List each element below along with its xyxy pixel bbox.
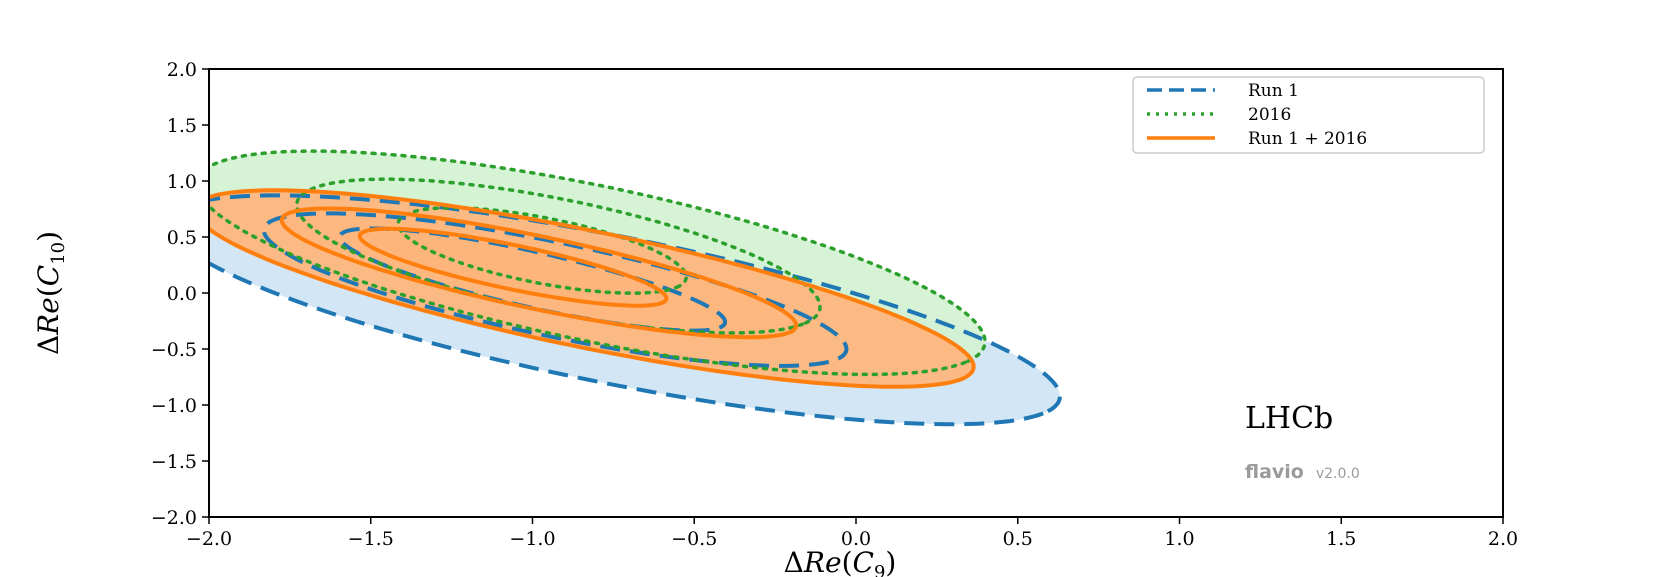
x-tick-label: −1.0	[509, 528, 555, 550]
x-axis-label-subscript: 9	[874, 562, 885, 577]
contour-line	[337, 226, 728, 333]
y-axis-label-script: Re	[32, 297, 65, 336]
x-axis-ticks: −2.0 −1.5 −1.0 −0.5 0.0 0.5 1.0 1.5 2.0	[186, 517, 1518, 550]
contour-line	[209, 193, 1062, 427]
x-tick-label: 0.0	[841, 528, 871, 550]
x-tick-label: −0.5	[671, 528, 717, 550]
x-axis-label-script: Re	[803, 546, 842, 577]
x-tick-label: 1.0	[1164, 528, 1194, 550]
y-axis-label-symbol: C	[32, 265, 65, 286]
y-axis-label-close: )	[32, 231, 65, 242]
brand-label: flavio v2.0.0	[1245, 461, 1360, 483]
x-tick-label: 0.5	[1003, 528, 1033, 550]
contour-lines	[209, 149, 1062, 427]
contour-line	[279, 206, 799, 340]
y-tick-label: 1.0	[167, 171, 197, 193]
brand-name: flavio	[1245, 461, 1304, 483]
y-tick-label: 1.5	[167, 115, 197, 137]
contour-line	[357, 226, 669, 308]
x-axis-label-close: )	[885, 546, 896, 577]
experiment-label: LHCb	[1245, 401, 1333, 436]
x-axis-label: ΔRe(C9)	[784, 546, 897, 577]
legend-label-run1: Run 1	[1248, 81, 1299, 101]
x-axis-label-open: (	[842, 546, 853, 577]
y-tick-label: 2.0	[167, 59, 197, 81]
y-tick-label: −1.5	[151, 451, 197, 473]
contour-fill	[359, 228, 667, 306]
contour-line	[209, 149, 987, 377]
legend: Run 1 2016 Run 1 + 2016	[1132, 76, 1485, 154]
legend-label-2016: 2016	[1248, 105, 1291, 125]
y-axis-ticks: −2.0 −1.5 −1.0 −0.5 0.0 0.5 1.0 1.5 2.0	[151, 59, 209, 529]
contour-fill	[281, 208, 797, 338]
y-tick-label: −1.0	[151, 395, 197, 417]
x-axis-label-symbol: C	[853, 546, 874, 577]
y-axis-label-prefix: Δ	[32, 335, 65, 355]
contour-fill	[209, 190, 974, 387]
y-axis-label-open: (	[32, 286, 65, 297]
contour-line	[209, 188, 976, 389]
y-tick-label: −0.5	[151, 339, 197, 361]
legend-box	[1132, 76, 1485, 154]
y-axis-label-subscript: 10	[48, 242, 69, 265]
x-tick-label: −2.0	[186, 528, 232, 550]
brand-version: v2.0.0	[1316, 466, 1360, 482]
y-axis-label: ΔRe(C10)	[32, 231, 69, 355]
x-tick-label: 1.5	[1326, 528, 1356, 550]
x-axis-label-prefix: Δ	[784, 546, 804, 577]
x-tick-label: 2.0	[1488, 528, 1518, 550]
y-tick-label: 0.5	[167, 227, 197, 249]
contour-line	[294, 177, 822, 335]
legend-label-combined: Run 1 + 2016	[1248, 129, 1367, 149]
y-tick-label: 0.0	[167, 283, 197, 305]
x-tick-label: −1.5	[348, 528, 394, 550]
y-tick-label: −2.0	[151, 507, 197, 529]
